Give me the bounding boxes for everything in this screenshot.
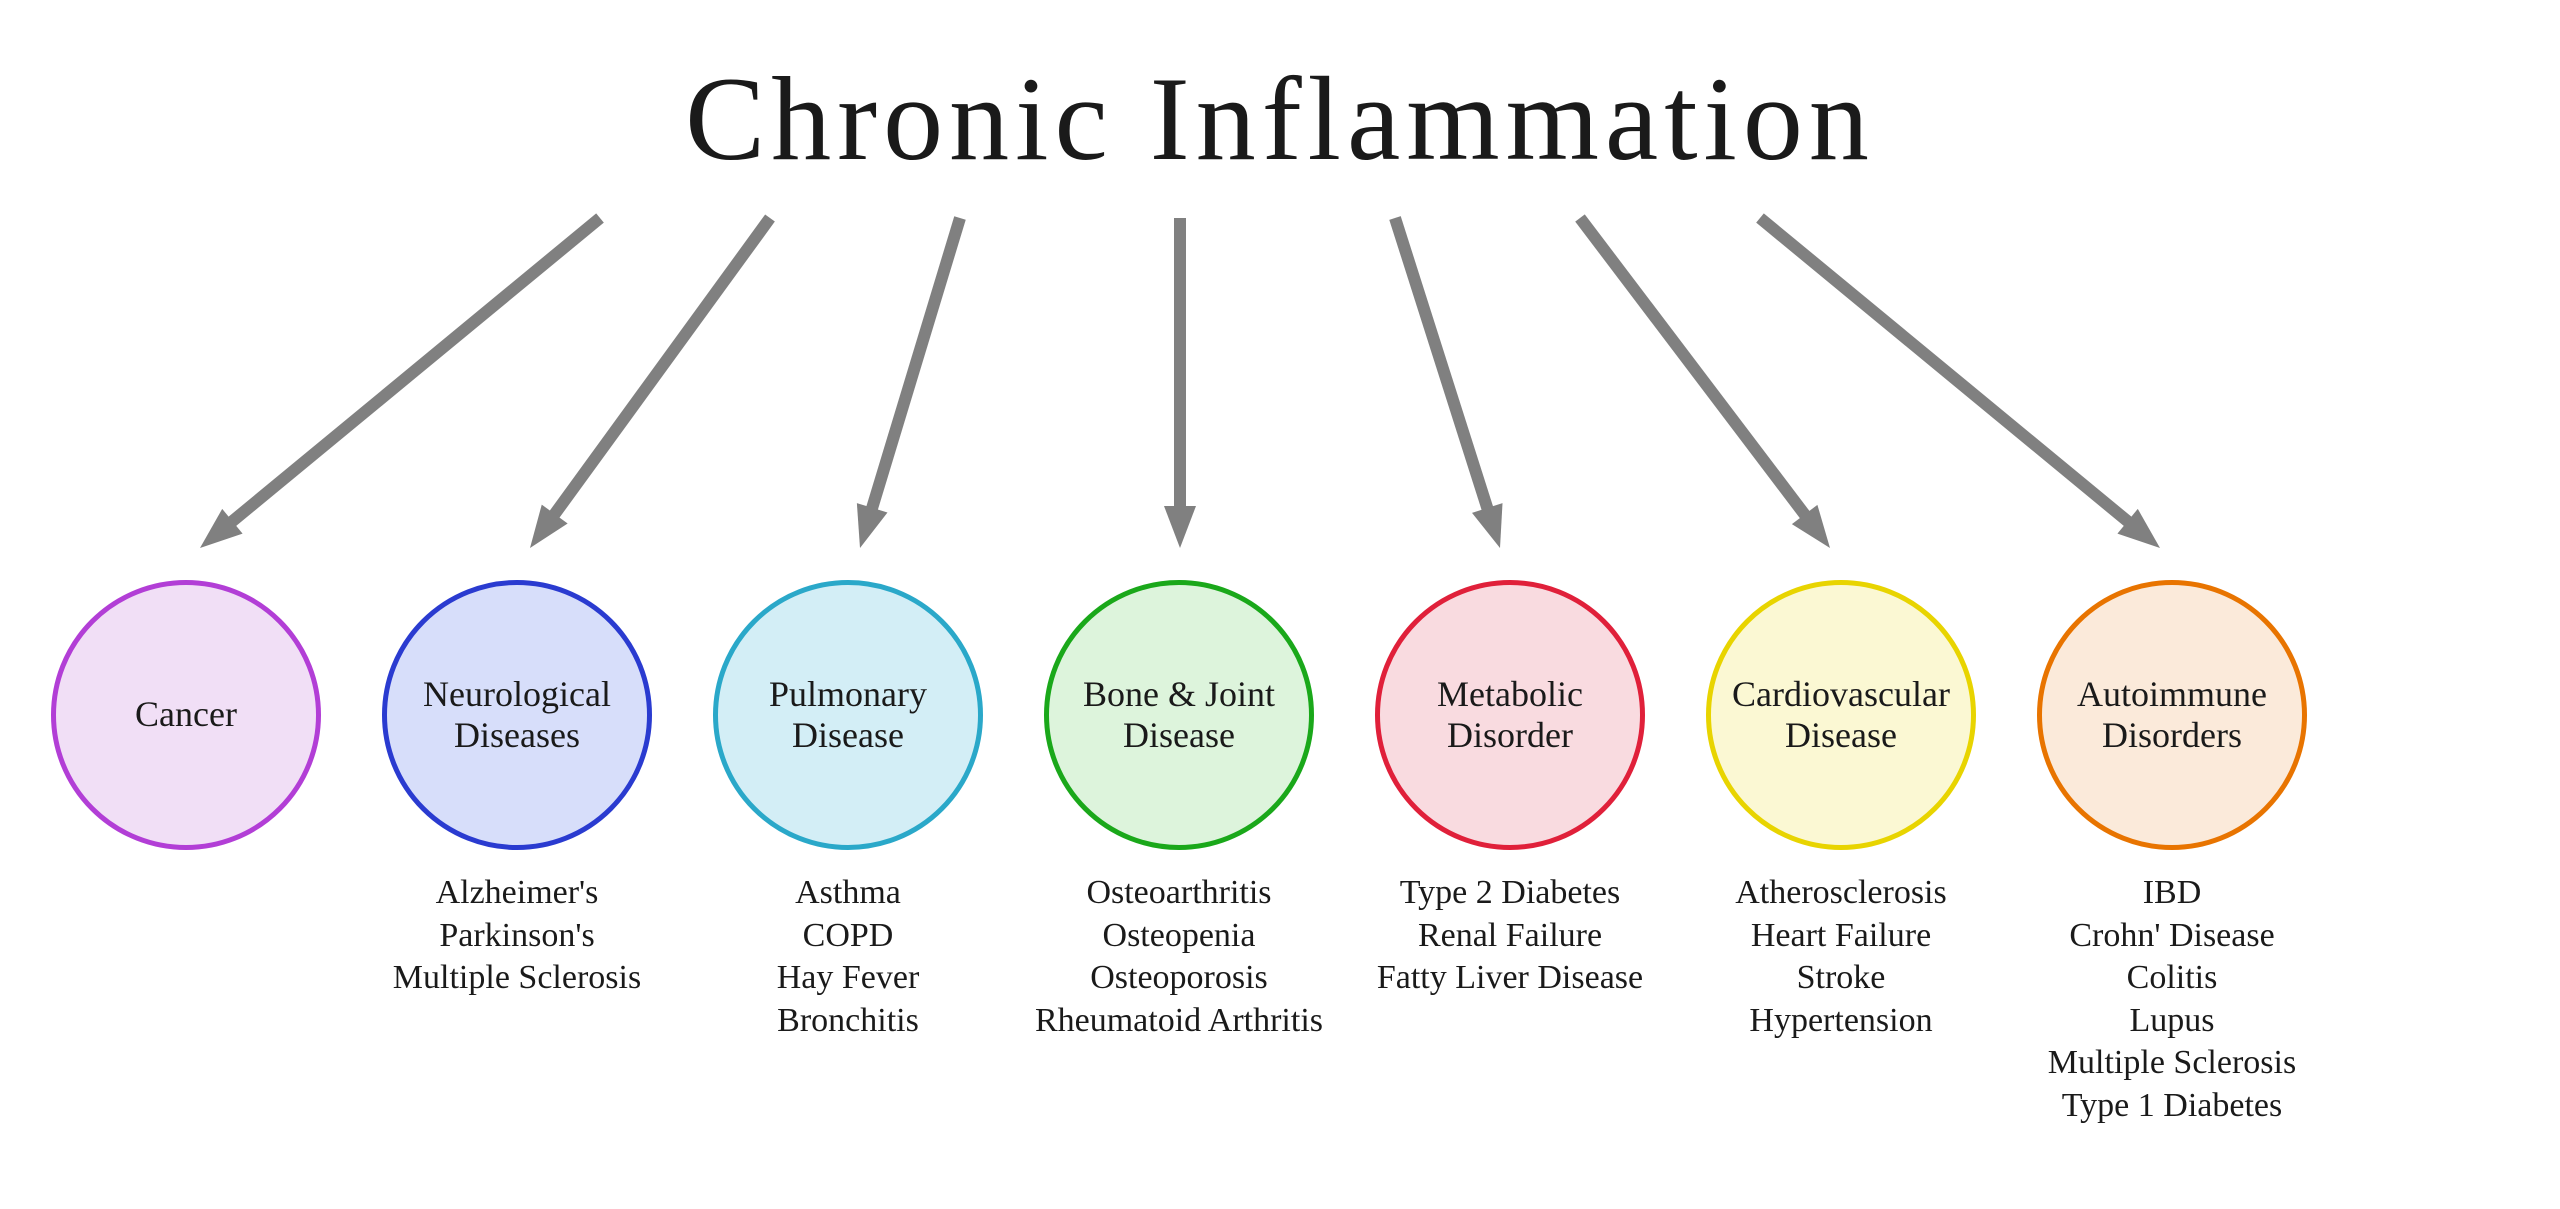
arrow-line-0	[216, 218, 600, 535]
example-metabolic-0: Type 2 Diabetes	[1330, 872, 1690, 915]
arrow-head-1	[530, 505, 568, 548]
example-pulmonary-1: COPD	[668, 915, 1028, 958]
arrow-head-5	[1792, 505, 1830, 548]
example-metabolic-2: Fatty Liver Disease	[1330, 957, 1690, 1000]
example-cardiovascular-0: Atherosclerosis	[1661, 872, 2021, 915]
example-bone-joint-2: Osteoporosis	[999, 957, 1359, 1000]
example-cardiovascular-3: Hypertension	[1661, 1000, 2021, 1043]
arrow-line-1	[542, 218, 770, 531]
examples-autoimmune: IBDCrohn' DiseaseColitisLupusMultiple Sc…	[1992, 872, 2352, 1127]
node-cardiovascular: CardiovascularDisease	[1706, 580, 1976, 850]
node-autoimmune: AutoimmuneDisorders	[2037, 580, 2307, 850]
example-bone-joint-0: Osteoarthritis	[999, 872, 1359, 915]
example-bone-joint-1: Osteopenia	[999, 915, 1359, 958]
examples-bone-joint: OsteoarthritisOsteopeniaOsteoporosisRheu…	[999, 872, 1359, 1042]
node-label-metabolic: MetabolicDisorder	[1419, 674, 1601, 757]
node-pulmonary: PulmonaryDisease	[713, 580, 983, 850]
example-neurological-0: Alzheimer's	[337, 872, 697, 915]
example-bone-joint-3: Rheumatoid Arthritis	[999, 1000, 1359, 1043]
example-autoimmune-2: Colitis	[1992, 957, 2352, 1000]
example-pulmonary-0: Asthma	[668, 872, 1028, 915]
example-autoimmune-1: Crohn' Disease	[1992, 915, 2352, 958]
example-metabolic-1: Renal Failure	[1330, 915, 1690, 958]
examples-metabolic: Type 2 DiabetesRenal FailureFatty Liver …	[1330, 872, 1690, 1000]
arrow-head-4	[1472, 503, 1502, 548]
example-pulmonary-3: Bronchitis	[668, 1000, 1028, 1043]
node-cancer: Cancer	[51, 580, 321, 850]
example-cardiovascular-1: Heart Failure	[1661, 915, 2021, 958]
example-pulmonary-2: Hay Fever	[668, 957, 1028, 1000]
node-label-autoimmune: AutoimmuneDisorders	[2059, 674, 2285, 757]
arrow-head-6	[2117, 509, 2160, 548]
arrow-line-6	[1760, 218, 2144, 535]
arrow-head-2	[857, 503, 888, 548]
example-autoimmune-4: Multiple Sclerosis	[1992, 1042, 2352, 1085]
example-autoimmune-0: IBD	[1992, 872, 2352, 915]
examples-cardiovascular: AtherosclerosisHeart FailureStrokeHypert…	[1661, 872, 2021, 1042]
node-metabolic: MetabolicDisorder	[1375, 580, 1645, 850]
arrow-head-0	[200, 509, 243, 548]
node-bone-joint: Bone & JointDisease	[1044, 580, 1314, 850]
example-autoimmune-5: Type 1 Diabetes	[1992, 1085, 2352, 1128]
example-neurological-2: Multiple Sclerosis	[337, 957, 697, 1000]
node-label-cancer: Cancer	[117, 694, 255, 735]
node-label-neurological: NeurologicalDiseases	[405, 674, 629, 757]
node-label-cardiovascular: CardiovascularDisease	[1714, 674, 1968, 757]
examples-pulmonary: AsthmaCOPDHay FeverBronchitis	[668, 872, 1028, 1042]
node-label-pulmonary: PulmonaryDisease	[751, 674, 945, 757]
example-cardiovascular-2: Stroke	[1661, 957, 2021, 1000]
node-neurological: NeurologicalDiseases	[382, 580, 652, 850]
diagram-stage: Chronic Inflammation Cancer NeurologicalD…	[0, 0, 2560, 1209]
node-label-bone-joint: Bone & JointDisease	[1065, 674, 1293, 757]
diagram-title: Chronic Inflammation	[0, 50, 2560, 188]
example-neurological-1: Parkinson's	[337, 915, 697, 958]
example-autoimmune-3: Lupus	[1992, 1000, 2352, 1043]
arrow-line-5	[1580, 218, 1817, 531]
arrow-line-2	[866, 218, 960, 528]
arrow-head-3	[1164, 506, 1196, 548]
arrow-line-4	[1395, 218, 1494, 528]
examples-neurological: Alzheimer'sParkinson'sMultiple Sclerosis	[337, 872, 697, 1000]
